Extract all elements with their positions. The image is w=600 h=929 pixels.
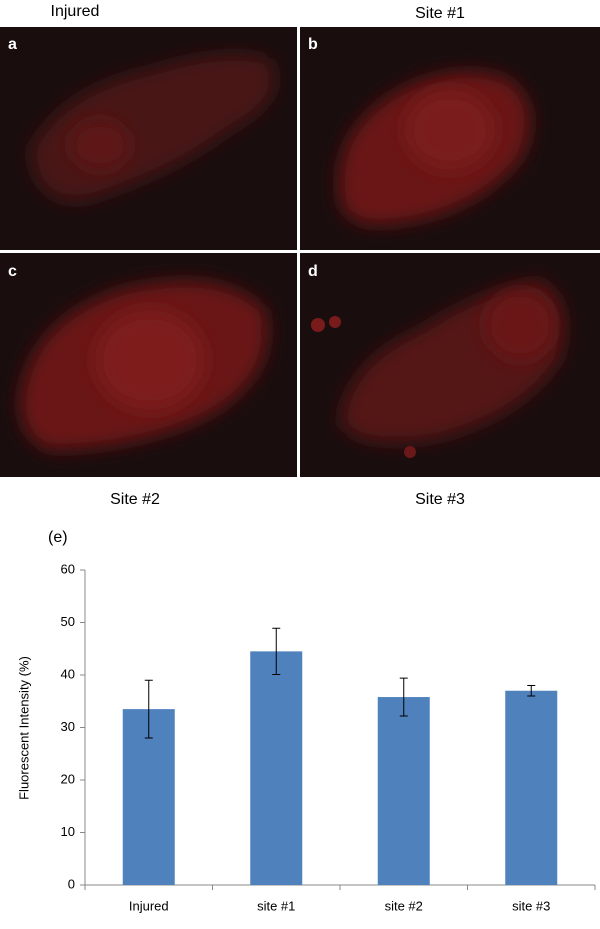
panel-letter: d [308,263,318,280]
micrograph [0,253,297,477]
panel-letter: a [8,36,17,53]
y-axis-label: Fluorescent Intensity (%) [16,656,31,800]
error-bar [399,677,408,717]
x-tick-label: site #2 [385,898,423,913]
panel-letter: b [308,36,318,53]
y-tick-label: 60 [61,561,75,576]
y-tick-label: 20 [61,771,75,786]
bar [377,697,430,885]
error-bar [272,627,281,675]
x-tick-label: site #1 [257,898,295,913]
panel-caption: Site #1 [415,5,465,22]
panel-caption: Injured [51,3,100,20]
x-tick-label: site #3 [512,898,550,913]
panel-letter: c [8,263,17,280]
y-tick-label: 0 [68,876,75,891]
panel-caption: Site #2 [110,491,160,508]
panel-caption: Site #3 [415,491,465,508]
error-bar [144,679,153,739]
chart-title: (e) [48,529,68,546]
y-tick-label: 40 [61,666,75,681]
micrograph [300,27,600,250]
bar [505,690,558,885]
y-tick-label: 10 [61,824,75,839]
bar [250,651,303,885]
micrograph [300,253,600,477]
error-bar [527,685,536,697]
y-tick-label: 30 [61,719,75,734]
micrograph [0,27,297,250]
x-tick-label: Injured [129,898,169,913]
y-tick-label: 50 [61,614,75,629]
